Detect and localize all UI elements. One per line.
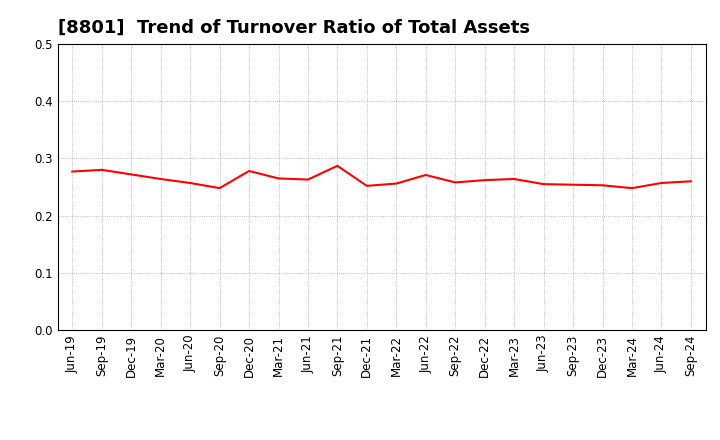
Text: [8801]  Trend of Turnover Ratio of Total Assets: [8801] Trend of Turnover Ratio of Total …: [58, 19, 530, 37]
